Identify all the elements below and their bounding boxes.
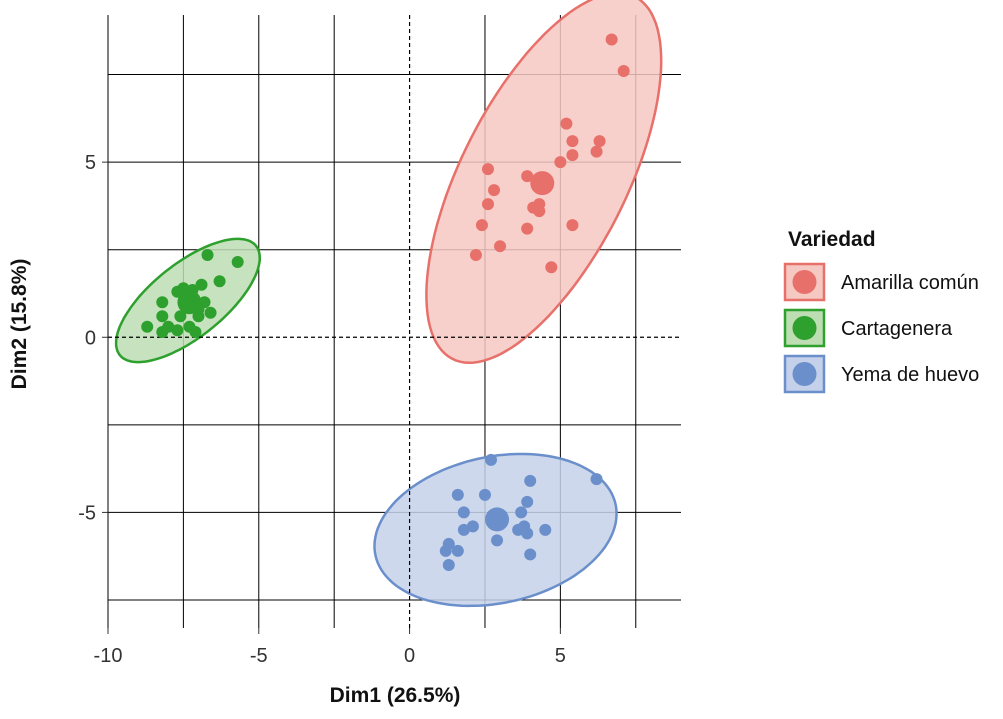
data-point — [605, 33, 618, 46]
data-point — [590, 473, 603, 486]
data-point — [451, 544, 464, 557]
data-point — [481, 198, 494, 211]
data-point — [156, 326, 169, 339]
data-point — [189, 326, 202, 339]
x-axis-ticks: -10 -5 0 5 — [94, 628, 566, 667]
centroid-point — [530, 171, 555, 196]
legend: Variedad Amarilla común Cartagenera Yema d… — [783, 228, 979, 394]
data-point — [566, 135, 579, 148]
legend-item: Yema de huevo — [783, 354, 979, 394]
data-point — [521, 222, 534, 235]
data-point — [466, 520, 479, 533]
x-tick-label: -5 — [250, 645, 268, 667]
data-point — [590, 145, 603, 158]
x-tick-label: 0 — [404, 645, 415, 667]
legend-marker — [792, 362, 817, 386]
data-point — [488, 184, 501, 197]
reference-lines — [108, 15, 681, 628]
data-point — [204, 306, 217, 319]
data-point — [524, 548, 537, 561]
data-point — [174, 310, 187, 323]
data-point — [521, 495, 534, 508]
x-axis-title: Dim1 (26.5%) — [330, 684, 461, 707]
data-point — [512, 523, 525, 536]
legend-item: Amarilla común — [783, 262, 979, 302]
data-point — [521, 170, 534, 183]
data-point — [156, 310, 169, 323]
data-point — [231, 255, 244, 268]
legend-marker — [792, 316, 817, 340]
data-point — [533, 205, 546, 218]
group-centroids — [177, 171, 555, 532]
centroid-point — [485, 507, 510, 532]
data-point — [156, 296, 169, 309]
legend-title: Variedad — [788, 228, 876, 251]
data-point — [494, 240, 507, 253]
centroid-point — [177, 290, 202, 315]
data-point — [478, 488, 491, 501]
data-point — [617, 65, 630, 78]
data-point — [171, 324, 184, 337]
data-point — [201, 248, 214, 261]
legend-label: Yema de huevo — [841, 364, 979, 386]
data-point — [457, 523, 470, 536]
data-point — [560, 117, 573, 130]
x-tick-label: -10 — [94, 645, 123, 667]
legend-marker — [792, 270, 817, 294]
data-point — [141, 320, 154, 333]
y-tick-label: 5 — [85, 152, 96, 174]
data-point — [442, 558, 455, 571]
data-point — [566, 219, 579, 232]
data-point — [491, 534, 504, 547]
data-point — [192, 310, 205, 323]
data-point — [451, 488, 464, 501]
legend-item: Cartagenera — [783, 308, 953, 348]
data-point — [457, 506, 470, 519]
data-point — [593, 135, 606, 148]
data-point — [485, 453, 498, 466]
data-point — [481, 163, 494, 176]
y-tick-label: -5 — [78, 502, 96, 524]
y-axis-title: Dim2 (15.8%) — [8, 259, 31, 390]
legend-label: Cartagenera — [841, 318, 953, 340]
data-point — [545, 261, 558, 274]
data-point — [469, 248, 482, 261]
y-axis-ticks: -5 0 5 — [78, 152, 108, 524]
legend-label: Amarilla común — [841, 272, 979, 294]
data-point — [524, 474, 537, 487]
data-point — [554, 156, 567, 169]
data-point — [475, 219, 488, 232]
x-tick-label: 5 — [555, 645, 566, 667]
data-point — [539, 523, 552, 536]
data-point — [515, 506, 528, 519]
data-point — [213, 275, 226, 288]
data-point — [195, 278, 208, 291]
y-tick-label: 0 — [85, 327, 96, 349]
data-point — [521, 527, 534, 540]
data-point — [566, 149, 579, 162]
data-point — [439, 544, 452, 557]
data-points — [141, 33, 630, 571]
